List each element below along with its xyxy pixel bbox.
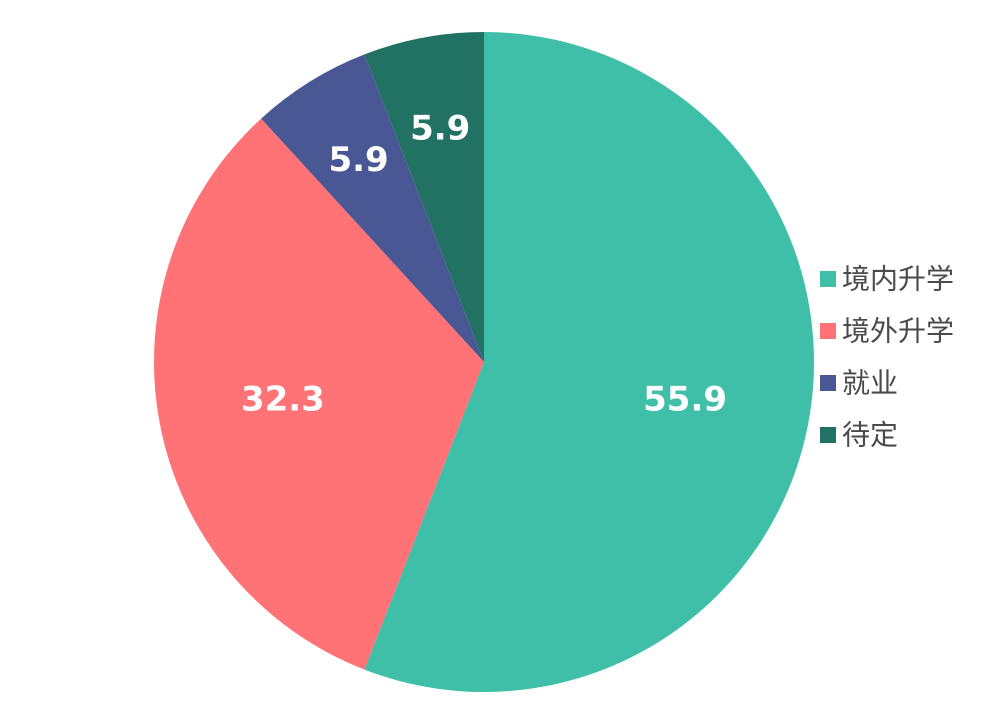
- legend-swatch-1: [820, 271, 836, 287]
- data-label-3: 5.9: [328, 140, 388, 180]
- data-label-1: 55.9: [643, 380, 727, 420]
- legend-swatch-3: [820, 375, 836, 391]
- legend-swatch-2: [820, 323, 836, 339]
- legend-label-2: 境外升学: [842, 315, 954, 348]
- pie-slice-1: [364, 32, 815, 693]
- legend-swatch-4: [820, 427, 836, 443]
- data-label-2: 32.3: [241, 380, 325, 420]
- pie-slice-2: [153, 118, 484, 670]
- pie-slices: [153, 32, 815, 693]
- pie-slice-4: [364, 32, 484, 362]
- legend-label-3: 就业: [842, 367, 898, 400]
- pie-slice-3: [261, 54, 484, 362]
- legend-label-1: 境内升学: [842, 263, 954, 296]
- data-label-4: 5.9: [410, 108, 470, 148]
- legend-label-4: 待定: [842, 419, 898, 452]
- pie-data-labels: 55.9 32.3 5.9 5.9: [241, 108, 727, 419]
